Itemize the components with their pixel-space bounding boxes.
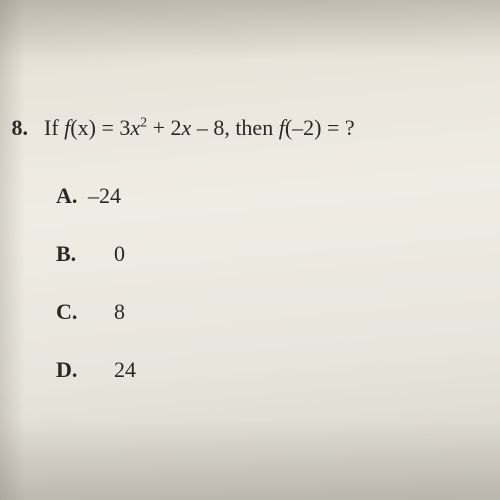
question-number: 8. [0, 115, 28, 141]
choice-label: B. [56, 241, 92, 267]
term1-coef: 3 [119, 115, 130, 140]
choice-label: A. [56, 183, 92, 209]
answer-choices: A.–24 B. 0 C. 8 D. 24 [0, 183, 500, 383]
choice-row: A.–24 [56, 183, 500, 209]
term2-var: x [182, 115, 192, 140]
func-arg-eval: (–2) [285, 115, 322, 140]
plus-op: + [147, 115, 170, 140]
choice-value: 24 [114, 357, 164, 383]
term2-coef: 2 [171, 115, 182, 140]
choice-row: D. 24 [56, 357, 500, 383]
question-text: If f(x) = 3x2 + 2x – 8, then f(–2) = ? [44, 115, 355, 141]
equals-question: = ? [321, 115, 354, 140]
choice-value: –24 [88, 183, 138, 209]
choice-row: C. 8 [56, 299, 500, 325]
choice-value: 0 [114, 241, 164, 267]
choice-label: D. [56, 357, 92, 383]
question-block: 8. If f(x) = 3x2 + 2x – 8, then f(–2) = … [0, 0, 500, 383]
term3-and-then: – 8, then [191, 115, 278, 140]
choice-row: B. 0 [56, 241, 500, 267]
question-stem: 8. If f(x) = 3x2 + 2x – 8, then f(–2) = … [0, 115, 500, 141]
equals-sign: = [96, 115, 119, 140]
question-prefix: If [44, 115, 64, 140]
choice-value: 8 [114, 299, 164, 325]
term1-var: x [130, 115, 140, 140]
choice-label: C. [56, 299, 92, 325]
func-arg-def: (x) [70, 115, 96, 140]
